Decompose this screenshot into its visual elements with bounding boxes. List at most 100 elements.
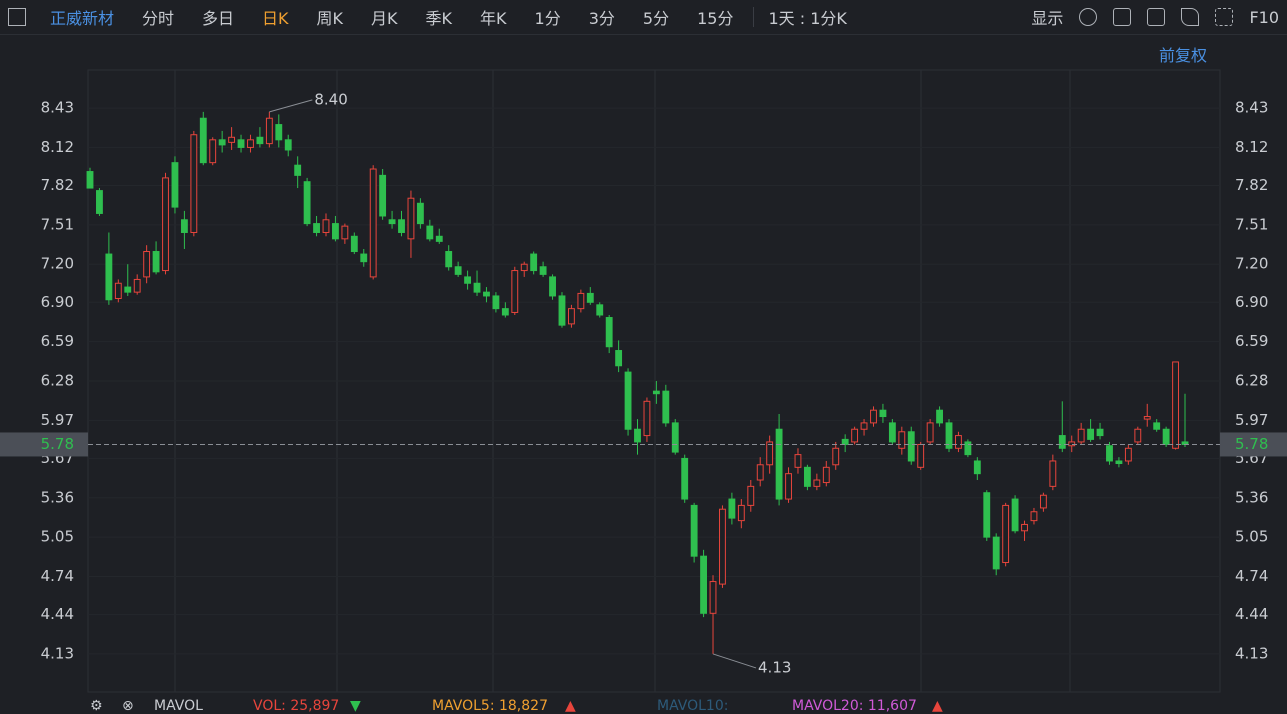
- camera-icon[interactable]: [1147, 8, 1166, 26]
- period-tab[interactable]: 月K: [371, 9, 398, 28]
- mavol5-value: MAVOL5: 18,827: [432, 698, 548, 714]
- candle-body: [96, 190, 103, 214]
- candle-body: [360, 253, 368, 263]
- candle-body: [983, 492, 991, 538]
- y2-tick-label: 7.20: [1235, 255, 1268, 273]
- candle-body: [464, 276, 472, 284]
- candle-body: [973, 460, 981, 475]
- candle-body: [832, 447, 840, 466]
- candle-body: [199, 117, 207, 164]
- up-arrow: ▲: [932, 698, 943, 714]
- candle-body: [1124, 447, 1132, 462]
- period-tab[interactable]: 分时: [142, 9, 175, 28]
- period-tab[interactable]: 年K: [480, 9, 507, 28]
- candle-body: [567, 308, 575, 325]
- candle-body: [1068, 441, 1076, 447]
- menu-icon[interactable]: [8, 8, 26, 26]
- candle-body: [794, 454, 802, 468]
- y2-tick-label: 6.28: [1235, 372, 1268, 390]
- candle-body: [690, 504, 698, 557]
- mavol10-value: MAVOL10:: [657, 698, 729, 714]
- candle-body: [681, 457, 689, 500]
- candle-body: [756, 464, 764, 481]
- period-tab[interactable]: 日K: [262, 9, 289, 28]
- candle-body: [586, 292, 594, 303]
- candle-body: [350, 235, 358, 253]
- candle-body: [860, 422, 868, 430]
- last-price-label: 5.78: [1235, 435, 1268, 453]
- candle-body: [917, 443, 925, 468]
- candle-body: [955, 435, 962, 449]
- candle-body: [936, 409, 943, 424]
- candle-body: [143, 251, 151, 278]
- close-icon[interactable]: ⊗: [122, 698, 134, 714]
- stock-name[interactable]: 正威新材: [50, 9, 115, 28]
- display-menu[interactable]: 显示: [1031, 9, 1064, 28]
- candle-body: [237, 139, 245, 148]
- y-tick-label: 7.51: [41, 215, 74, 233]
- y-tick-label: 6.59: [41, 332, 74, 350]
- candle-body: [445, 251, 453, 268]
- y2-tick-label: 8.43: [1235, 99, 1268, 117]
- candle-body: [841, 438, 849, 445]
- candle-body: [1172, 361, 1179, 449]
- period-tab[interactable]: 季K: [425, 9, 453, 28]
- candle-body: [1134, 428, 1142, 443]
- candle-body: [605, 317, 613, 348]
- period-tab[interactable]: 1分: [534, 9, 561, 28]
- vol-value: VOL: 25,897: [253, 698, 340, 714]
- candle-body: [265, 117, 273, 145]
- separator: [753, 7, 755, 27]
- checkbox-icon[interactable]: [1113, 8, 1132, 26]
- candle-body: [322, 219, 330, 233]
- y-tick-label: 7.20: [41, 255, 74, 273]
- candle-body: [945, 422, 953, 449]
- settings-icon[interactable]: [1079, 8, 1098, 26]
- candle-body: [737, 504, 745, 522]
- candle-body: [615, 350, 623, 367]
- f10-button[interactable]: F10: [1249, 7, 1279, 27]
- candle-body: [1087, 428, 1095, 440]
- candle-body: [728, 498, 736, 519]
- y-tick-label: 6.90: [41, 293, 74, 311]
- candle-body: [162, 177, 169, 272]
- candle-body: [379, 174, 387, 217]
- period-tab[interactable]: 15分: [697, 9, 734, 28]
- candle-body: [888, 422, 896, 443]
- indicator-name[interactable]: MAVOL: [154, 698, 203, 714]
- candle-body: [1115, 460, 1123, 465]
- y-tick-label: 6.28: [41, 372, 74, 390]
- candle-body: [435, 235, 443, 242]
- adjust-mode[interactable]: 前复权: [1158, 46, 1207, 65]
- gear-icon[interactable]: ⚙: [90, 698, 103, 714]
- annotation-label: 8.40: [314, 90, 347, 108]
- candle-body: [114, 282, 122, 299]
- candle-body: [105, 253, 113, 301]
- annotation-leader: [712, 653, 757, 669]
- period-tab[interactable]: 周K: [316, 9, 344, 28]
- candle-body: [341, 225, 349, 240]
- candle-body: [171, 162, 179, 208]
- period-tab[interactable]: 5分: [642, 9, 670, 28]
- candle-body: [454, 266, 462, 275]
- fullscreen-icon[interactable]: [1215, 8, 1234, 26]
- candle-body: [228, 136, 236, 143]
- candle-body: [275, 124, 283, 141]
- chart: 8.43 8.43 8.12 8.12 7.82 7.82 7.51 7.51 7.20 7.20…: [0, 69, 1287, 693]
- y2-tick-label: 8.12: [1235, 138, 1268, 156]
- candle-body: [473, 282, 481, 293]
- interval-select[interactable]: 1天 : 1分K: [768, 9, 847, 28]
- candle-body: [530, 253, 538, 272]
- candle-body: [1143, 416, 1151, 420]
- period-tab[interactable]: 3分: [588, 9, 615, 28]
- candle-body: [577, 292, 585, 310]
- draw-icon[interactable]: [1181, 8, 1200, 26]
- candle-body: [926, 422, 934, 443]
- candle-body: [709, 581, 717, 614]
- candle-body: [284, 139, 292, 151]
- candle-body: [133, 278, 141, 293]
- candle-body: [634, 428, 641, 443]
- period-tab[interactable]: 多日: [202, 9, 235, 28]
- candle-body: [775, 428, 783, 500]
- candle-body: [1030, 511, 1038, 522]
